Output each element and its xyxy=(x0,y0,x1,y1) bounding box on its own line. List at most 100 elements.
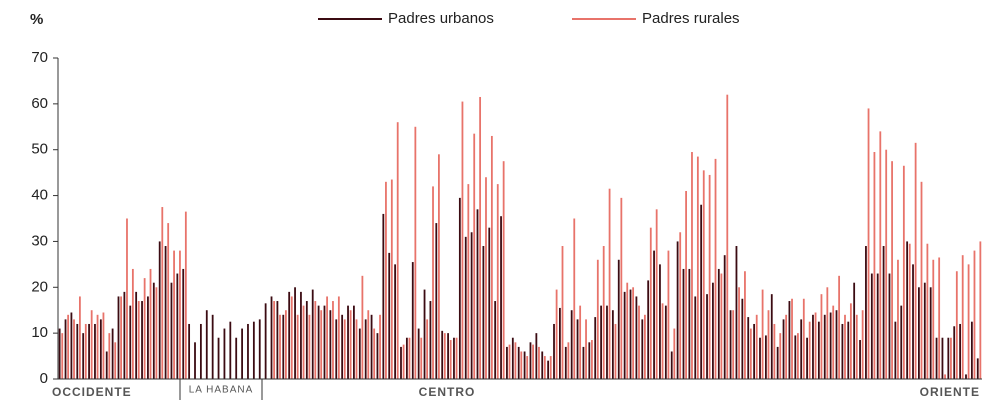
bar xyxy=(184,211,187,379)
bar xyxy=(617,259,620,379)
bar xyxy=(308,314,311,379)
bar xyxy=(423,289,426,379)
bar xyxy=(702,170,705,379)
bar xyxy=(782,319,785,379)
bar xyxy=(229,321,232,379)
bar xyxy=(170,282,173,379)
bar xyxy=(938,257,941,379)
bar xyxy=(555,289,558,379)
bar xyxy=(970,321,973,379)
bar xyxy=(126,218,128,379)
bar xyxy=(337,296,340,379)
bar xyxy=(696,156,699,379)
bar xyxy=(623,291,626,379)
bar xyxy=(131,268,134,379)
bar xyxy=(753,323,756,379)
bar xyxy=(547,360,550,379)
bar xyxy=(458,197,461,379)
bar xyxy=(147,296,149,379)
legend-label: Padres urbanos xyxy=(388,10,494,27)
bar xyxy=(373,328,376,379)
bar xyxy=(223,328,226,379)
bar xyxy=(685,190,687,379)
bar xyxy=(247,323,249,379)
bar xyxy=(829,312,832,379)
bar xyxy=(606,305,608,379)
bar xyxy=(691,152,693,379)
bar xyxy=(479,96,482,379)
bar xyxy=(806,337,808,379)
bar xyxy=(241,328,243,379)
bar xyxy=(543,356,546,379)
bar xyxy=(967,264,970,379)
bar xyxy=(435,223,438,379)
region-label: ORIENTE xyxy=(920,385,980,399)
bar xyxy=(137,301,140,379)
bar xyxy=(812,314,814,379)
bar xyxy=(873,152,876,379)
bar xyxy=(600,305,602,379)
bar xyxy=(865,246,867,379)
bar xyxy=(279,314,281,379)
bar xyxy=(838,275,841,379)
bar xyxy=(443,333,446,379)
bar xyxy=(855,314,858,379)
bar xyxy=(596,259,599,379)
bar xyxy=(476,209,479,379)
bar xyxy=(944,374,946,379)
bar xyxy=(526,356,529,379)
bar xyxy=(394,264,397,379)
bar xyxy=(347,305,349,379)
bar xyxy=(849,303,852,379)
bar xyxy=(626,282,629,379)
bar xyxy=(576,319,579,379)
bar xyxy=(897,259,899,379)
bar xyxy=(955,271,958,379)
bar xyxy=(738,287,740,379)
bar xyxy=(744,271,746,379)
y-tick-label: 10 xyxy=(31,324,48,341)
bar xyxy=(514,342,517,379)
bar xyxy=(167,223,170,379)
bar xyxy=(135,291,138,379)
bar xyxy=(826,287,829,379)
region-label: LA HABANA xyxy=(189,385,254,396)
bar xyxy=(629,289,632,379)
bar xyxy=(641,319,644,379)
bar xyxy=(120,296,122,379)
bar xyxy=(490,135,493,379)
bar xyxy=(205,310,208,379)
bar xyxy=(367,310,370,379)
bar xyxy=(823,314,826,379)
bar xyxy=(370,314,373,379)
bar xyxy=(467,184,470,379)
bar xyxy=(432,186,434,379)
bar xyxy=(211,314,214,379)
bar xyxy=(659,264,661,379)
bar xyxy=(94,323,96,379)
bar xyxy=(123,291,126,379)
bar xyxy=(506,346,508,379)
bar xyxy=(67,314,70,379)
bar xyxy=(732,310,735,379)
bar xyxy=(496,184,499,379)
bar xyxy=(61,333,64,379)
bar xyxy=(764,335,767,379)
bar xyxy=(473,133,476,379)
bar xyxy=(296,314,299,379)
bar xyxy=(664,305,667,379)
bar xyxy=(108,333,111,379)
bar xyxy=(859,340,861,379)
bar xyxy=(426,319,429,379)
bar xyxy=(647,280,650,379)
bar xyxy=(912,264,914,379)
bar xyxy=(353,305,355,379)
bar xyxy=(141,301,143,379)
bar xyxy=(517,346,520,379)
region-label: OCCIDENTE xyxy=(52,385,132,399)
bar xyxy=(420,337,423,379)
bar xyxy=(408,337,411,379)
bar xyxy=(776,346,779,379)
bar xyxy=(335,319,338,379)
